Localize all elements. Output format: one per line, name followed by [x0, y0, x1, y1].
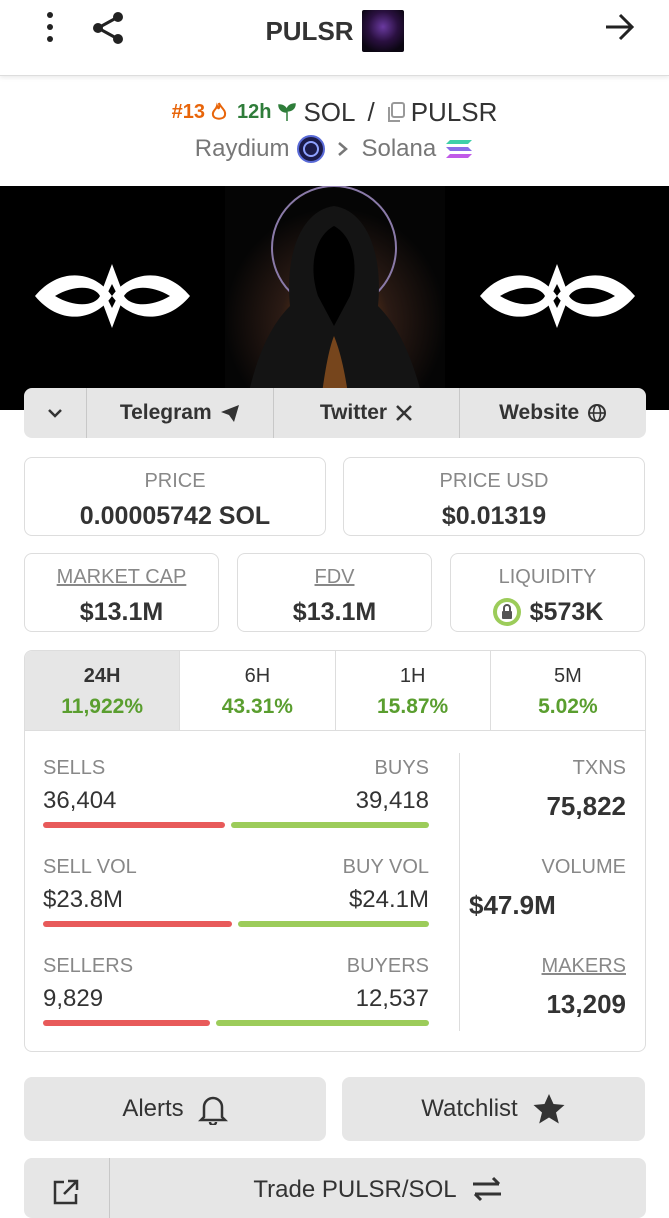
timeframe-tabs: 24H 11,922% 6H 43.31% 1H 15.87% 5M 5.02%: [25, 651, 645, 731]
pair-separator: /: [367, 96, 375, 127]
chain: Solana: [361, 135, 437, 162]
age: 12h: [236, 100, 272, 123]
lock-icon: [492, 598, 521, 626]
quote-token: SOL: [303, 96, 356, 127]
total-label: TXNS: [572, 757, 626, 779]
trade-bar[interactable]: Trade PULSR/SOL: [24, 1158, 646, 1218]
watchlist-button[interactable]: Watchlist: [342, 1077, 645, 1141]
button-label: Alerts: [122, 1095, 184, 1122]
fire-icon: [211, 102, 227, 120]
top-bar: PULSR: [0, 0, 669, 76]
link-label: Twitter: [319, 401, 388, 424]
stat-value: 36,404: [43, 787, 117, 814]
liquidity-box: LIQUIDITY $573K: [450, 553, 645, 632]
chain-icon: [446, 140, 473, 158]
total-value: $47.9M: [469, 890, 556, 920]
rank: #13: [171, 100, 205, 123]
alerts-button[interactable]: Alerts: [24, 1077, 326, 1141]
metric-value: $13.1M: [79, 598, 164, 626]
external-link-icon: [53, 1179, 79, 1205]
price-label: PRICE USD: [439, 470, 549, 492]
stat-label: SELL VOL: [43, 856, 137, 878]
chevron-icon: [338, 142, 349, 156]
metric-value: $13.1M: [292, 598, 377, 626]
tab-change: 43.31%: [221, 695, 293, 718]
total-value: 13,209: [546, 989, 626, 1019]
tab-label: 6H: [244, 665, 271, 687]
sell-bar: [43, 1020, 210, 1026]
dex-line: Raydium Solana: [0, 132, 669, 166]
trade-label-row: Trade PULSR/SOL: [110, 1176, 646, 1204]
tab-label: 1H: [399, 665, 426, 687]
share-button[interactable]: [90, 10, 126, 46]
market-cap-box: MARKET CAP $13.1M: [24, 553, 219, 632]
price-value: 0.00005742 SOL: [79, 502, 271, 530]
stat-label: BUYS: [374, 757, 429, 779]
expand-button[interactable]: [24, 388, 86, 438]
stat-label: BUYERS: [346, 955, 429, 977]
stat-label: BUY VOL: [342, 856, 429, 878]
tab-change: 11,922%: [61, 695, 143, 718]
tab-change: 5.02%: [538, 695, 598, 718]
website-link[interactable]: Website: [459, 388, 646, 438]
twitter-link[interactable]: Twitter: [272, 388, 460, 438]
pair-line: #13 12h SOL / PULSR: [0, 94, 669, 130]
base-token: PULSR: [410, 96, 498, 127]
price-box: PRICE 0.00005742 SOL: [24, 457, 326, 536]
metric-row: $573K: [451, 597, 644, 627]
dex-icon: [297, 135, 326, 163]
fdv-box: FDV $13.1M: [237, 553, 432, 632]
tab-label: 5M: [553, 665, 582, 687]
stat-label: SELLERS: [43, 955, 134, 977]
timeframe-tab[interactable]: 24H 11,922%: [25, 651, 180, 730]
buy-bar: [215, 1020, 429, 1026]
timeframe-tab[interactable]: 6H 43.31%: [179, 651, 334, 730]
metric-value: $573K: [529, 598, 604, 626]
timeframe-tab[interactable]: 1H 15.87%: [334, 651, 490, 730]
forward-button[interactable]: [604, 12, 636, 42]
stat-value: $23.8M: [43, 886, 124, 913]
total-label[interactable]: MAKERS: [541, 955, 626, 977]
copy-icon[interactable]: [387, 102, 405, 122]
link-label: Telegram: [119, 401, 212, 424]
tab-label: 24H: [83, 665, 121, 687]
total-value: 75,822: [546, 791, 626, 821]
total-label: VOLUME: [541, 856, 626, 878]
banner: [0, 186, 669, 410]
metric-label[interactable]: FDV: [314, 566, 355, 588]
stat-value: $24.1M: [348, 886, 429, 913]
metric-label[interactable]: MARKET CAP: [56, 566, 187, 588]
link-label: Website: [499, 401, 580, 424]
buy-bar: [237, 921, 429, 927]
divider: [459, 753, 460, 1031]
telegram-link[interactable]: Telegram: [85, 388, 273, 438]
sell-bar: [43, 822, 226, 828]
stat-value: 12,537: [355, 985, 429, 1012]
price-value: $0.01319: [441, 502, 547, 530]
buy-bar: [231, 822, 429, 828]
header: PULSR: [0, 10, 669, 52]
sprout-icon: [278, 103, 297, 121]
stat-value: 9,829: [43, 985, 104, 1012]
price-usd-box: PRICE USD $0.01319: [343, 457, 645, 536]
dex: Raydium: [194, 135, 290, 162]
stat-label: SELLS: [43, 757, 106, 779]
timeframe-tab[interactable]: 5M 5.02%: [489, 651, 645, 730]
stat-value: 39,418: [355, 787, 429, 814]
trade-label: Trade PULSR/SOL: [253, 1176, 457, 1203]
stats-panel: 24H 11,922% 6H 43.31% 1H 15.87% 5M 5.02% SELLS B…: [24, 650, 646, 1052]
token-thumbnail: [361, 10, 404, 52]
tab-change: 15.87%: [377, 695, 449, 718]
button-label: Watchlist: [421, 1095, 518, 1122]
header-title: PULSR: [265, 16, 354, 46]
price-label: PRICE: [144, 470, 206, 492]
sell-bar: [43, 921, 232, 927]
metric-label: LIQUIDITY: [498, 566, 597, 588]
menu-button[interactable]: [38, 12, 62, 42]
links-bar: Telegram Twitter Website: [24, 388, 646, 438]
